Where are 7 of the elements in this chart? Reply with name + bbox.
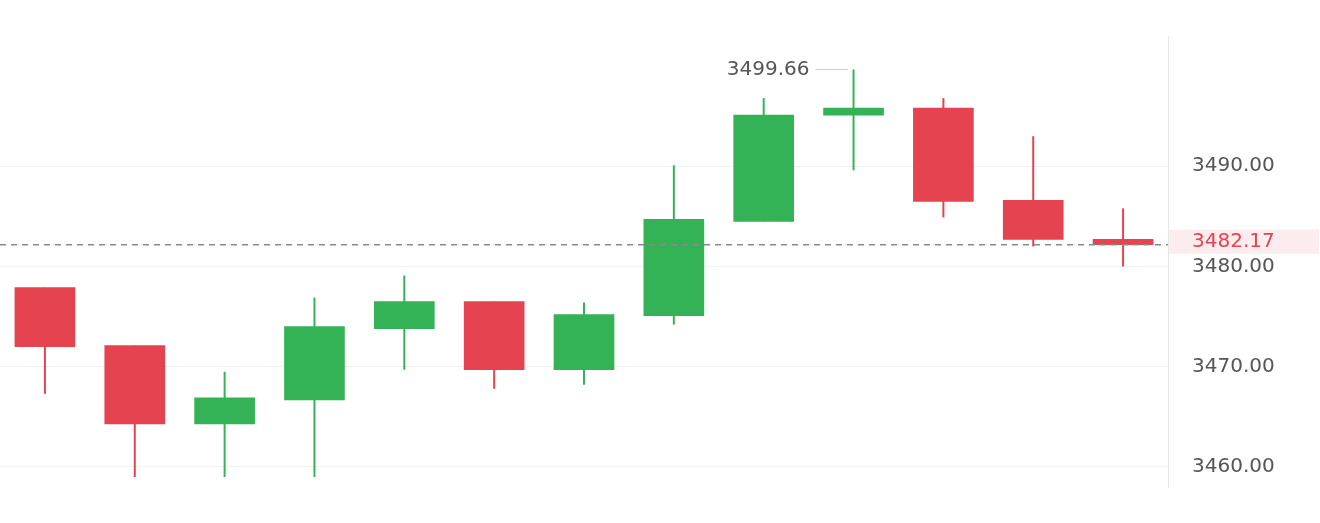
y-tick-label: 3460.00: [1192, 453, 1275, 478]
y-tick-label: 3490.00: [1192, 152, 1275, 177]
candlestick: [1092, 207, 1154, 268]
annotation: 3499.66: [726, 55, 810, 80]
ref-line-label: 3482.17: [1192, 227, 1275, 252]
y-tick-label: 3470.00: [1192, 352, 1275, 377]
y-tick-label: 3480.00: [1192, 252, 1275, 277]
